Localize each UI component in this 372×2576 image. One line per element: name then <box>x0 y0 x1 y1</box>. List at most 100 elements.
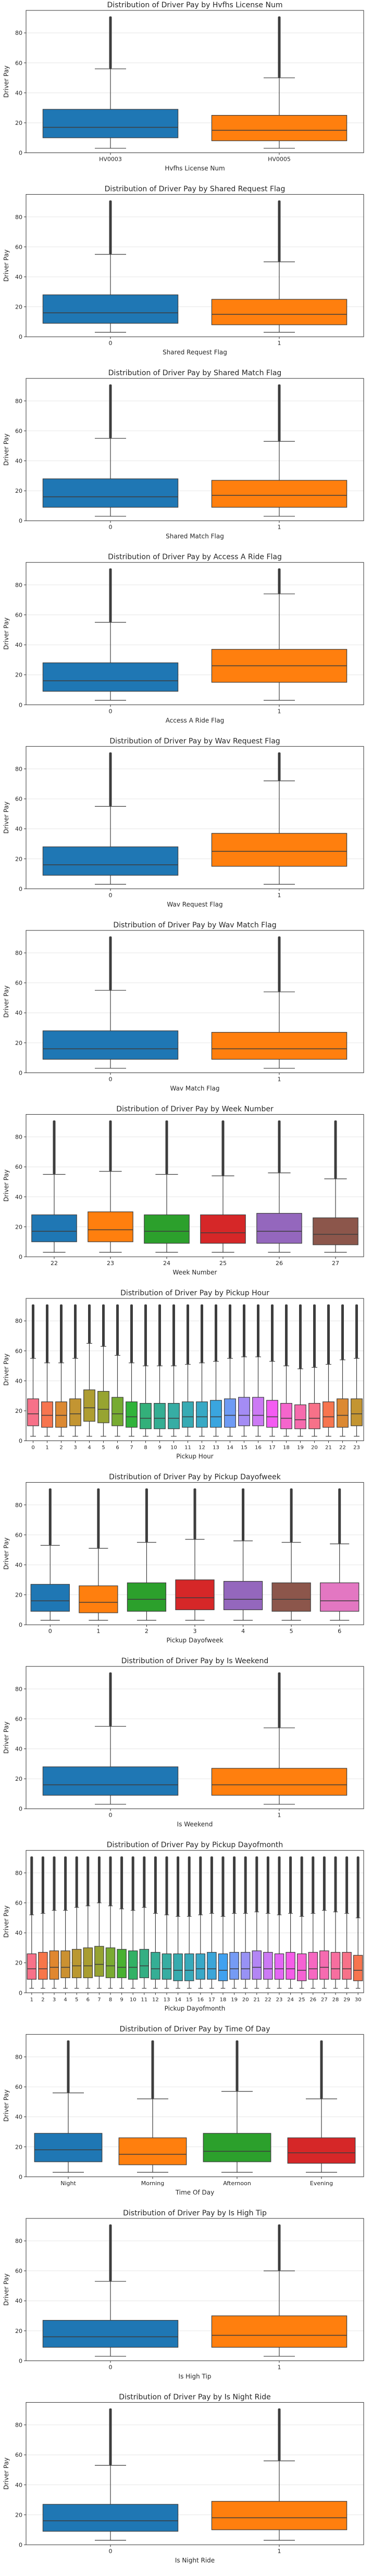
y-tick-label: 80 <box>15 1870 22 1877</box>
x-tick-label: 1 <box>278 1076 281 1082</box>
box-8 <box>140 1304 152 1437</box>
x-tick-label: 21 <box>253 1997 260 2003</box>
x-tick-label: 0 <box>109 2364 113 2370</box>
y-tick-label: 20 <box>15 1776 22 1782</box>
x-tick-label: 26 <box>309 1997 316 2003</box>
box-1 <box>211 2408 348 2541</box>
outlier-points <box>130 1304 133 1363</box>
chart-panel-5: Distribution of Driver Pay by Wav Match … <box>3 921 364 1092</box>
iqr-box <box>34 2133 103 2162</box>
x-tick-label: 13 <box>213 1445 219 1451</box>
outlier-points <box>210 1856 213 1914</box>
outlier-points <box>144 1304 147 1366</box>
iqr-box <box>31 1214 77 1242</box>
iqr-box <box>71 1949 82 1979</box>
outlier-points <box>60 1304 63 1363</box>
x-tick-label: 6 <box>86 1997 90 2003</box>
x-tick-label: 1 <box>278 1812 281 1819</box>
chart-panel-13: Distribution of Driver Pay by Is Night R… <box>3 2393 364 2564</box>
outlier-points <box>338 1488 341 1544</box>
outlier-points <box>278 1120 281 1173</box>
outlier-points <box>158 1304 161 1366</box>
box-Afternoon <box>203 2040 271 2173</box>
plot-frame <box>26 1482 364 1625</box>
y-tick-label: 20 <box>15 856 22 862</box>
iqr-box <box>252 1397 264 1426</box>
iqr-box <box>211 114 348 142</box>
x-tick-label: 24 <box>163 1260 170 1267</box>
outlier-points <box>109 200 112 254</box>
box-7 <box>126 1304 138 1437</box>
iqr-box <box>42 2320 179 2348</box>
outlier-points <box>312 1856 315 1914</box>
y-tick-label: 60 <box>15 1900 22 1907</box>
chart-panel-9: Distribution of Driver Pay by Is Weekend… <box>3 1657 364 1828</box>
x-tick-label: 22 <box>265 1997 271 2003</box>
iqr-box <box>224 1398 236 1428</box>
box-0 <box>42 200 179 333</box>
iqr-box <box>286 1952 295 1980</box>
x-axis-label: Pickup Dayofweek <box>166 1637 223 1644</box>
iqr-box <box>154 1402 166 1430</box>
iqr-box <box>238 1397 250 1426</box>
y-tick-label: 80 <box>15 1686 22 1692</box>
box-7 <box>94 1856 104 1989</box>
box-0 <box>42 1672 179 1805</box>
y-tick-label: 0 <box>19 2174 22 2180</box>
x-tick-label: 4 <box>241 1628 245 1635</box>
box-1 <box>211 200 348 333</box>
box-20 <box>240 1856 251 1989</box>
y-tick-label: 0 <box>19 1069 22 1076</box>
iqr-box <box>211 480 348 508</box>
x-tick-label: 5 <box>75 1997 78 2003</box>
plot-frame <box>26 378 364 521</box>
iqr-box <box>60 1950 70 1979</box>
x-tick-label: 18 <box>283 1445 290 1451</box>
x-tick-label: 18 <box>220 1997 227 2003</box>
iqr-box <box>42 846 179 876</box>
x-tick-label: 0 <box>109 1812 113 1819</box>
box-4 <box>223 1488 263 1621</box>
y-tick-label: 0 <box>19 886 22 892</box>
iqr-box <box>144 1214 190 1244</box>
x-tick-label: 1 <box>45 1445 48 1451</box>
chart-title: Distribution of Driver Pay by Access A R… <box>108 553 282 562</box>
outlier-points <box>334 1856 337 1912</box>
outlier-points <box>341 1304 344 1360</box>
iqr-box <box>38 1952 48 1980</box>
x-tick-label: 7 <box>97 1997 101 2003</box>
y-tick-label: 80 <box>15 950 22 957</box>
x-tick-label: 28 <box>332 1997 339 2003</box>
y-tick-label: 80 <box>15 2054 22 2060</box>
y-tick-label: 40 <box>15 458 22 465</box>
chart-title: Distribution of Driver Pay by Shared Mat… <box>108 369 282 377</box>
y-tick-label: 20 <box>15 120 22 126</box>
x-tick-label: 27 <box>332 1260 339 1267</box>
x-tick-label: 17 <box>269 1445 276 1451</box>
x-tick-label: 1 <box>278 708 281 715</box>
outlier-points <box>97 1856 101 1903</box>
outlier-points <box>97 1488 100 1549</box>
y-axis-label: Driver Pay <box>3 801 10 834</box>
box-1 <box>211 568 348 701</box>
y-tick-label: 0 <box>19 518 22 525</box>
y-axis-label: Driver Pay <box>3 986 10 1018</box>
x-tick-label: 9 <box>120 1997 123 2003</box>
box-6 <box>111 1304 123 1437</box>
y-tick-label: 20 <box>15 1223 22 1230</box>
y-tick-label: 40 <box>15 2114 22 2121</box>
outlier-points <box>109 752 112 807</box>
iqr-box <box>294 1404 306 1430</box>
y-tick-label: 0 <box>19 1438 22 1445</box>
iqr-box <box>30 1584 70 1612</box>
iqr-box <box>211 1768 348 1796</box>
y-tick-label: 40 <box>15 642 22 648</box>
box-21 <box>323 1304 334 1437</box>
chart-title: Distribution of Driver Pay by Pickup Day… <box>107 1841 283 1850</box>
x-tick-label: 29 <box>343 1997 350 2003</box>
box-22 <box>337 1304 349 1437</box>
plot-frame <box>26 930 364 1073</box>
outlier-points <box>278 2408 281 2461</box>
y-tick-label: 80 <box>15 2422 22 2429</box>
